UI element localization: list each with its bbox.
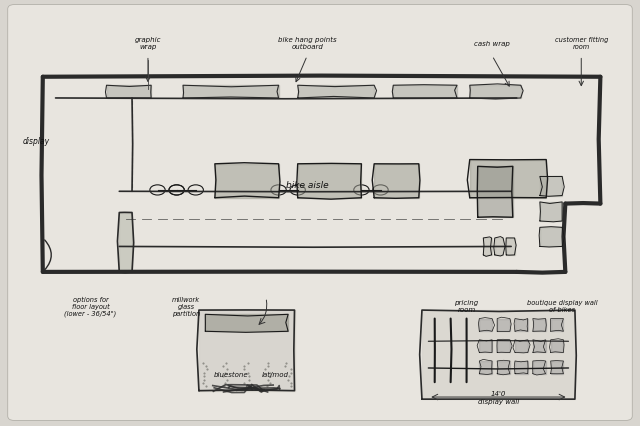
Polygon shape xyxy=(479,340,492,353)
Polygon shape xyxy=(215,164,278,198)
Polygon shape xyxy=(497,319,510,331)
Polygon shape xyxy=(479,361,492,374)
Text: display: display xyxy=(23,137,50,146)
Polygon shape xyxy=(470,86,521,99)
Polygon shape xyxy=(533,361,545,374)
Text: bluestone: bluestone xyxy=(214,371,248,377)
Polygon shape xyxy=(540,228,562,247)
Polygon shape xyxy=(533,319,545,331)
Polygon shape xyxy=(394,86,457,99)
Polygon shape xyxy=(515,361,528,374)
Text: graphic
wrap: graphic wrap xyxy=(134,37,161,50)
Polygon shape xyxy=(422,311,575,399)
Polygon shape xyxy=(515,319,528,331)
Polygon shape xyxy=(540,202,562,222)
Text: pricing
room: pricing room xyxy=(454,299,479,313)
Polygon shape xyxy=(106,86,151,99)
Polygon shape xyxy=(550,361,563,374)
Text: customer fitting
room: customer fitting room xyxy=(555,37,608,50)
Polygon shape xyxy=(495,239,503,255)
Polygon shape xyxy=(298,86,374,99)
Polygon shape xyxy=(533,340,545,353)
Polygon shape xyxy=(550,319,563,331)
Polygon shape xyxy=(183,86,278,99)
Polygon shape xyxy=(515,340,528,353)
Polygon shape xyxy=(540,177,562,196)
Text: bike hang points
outboard: bike hang points outboard xyxy=(278,37,337,50)
Polygon shape xyxy=(506,239,515,255)
Polygon shape xyxy=(199,311,294,391)
Polygon shape xyxy=(483,239,492,255)
Text: bike aisle: bike aisle xyxy=(286,181,328,190)
Polygon shape xyxy=(497,361,510,374)
FancyBboxPatch shape xyxy=(8,6,632,420)
Polygon shape xyxy=(479,319,492,331)
Text: options for
floor layout
(lower - 36/54"): options for floor layout (lower - 36/54"… xyxy=(65,296,116,317)
Polygon shape xyxy=(119,213,132,272)
Polygon shape xyxy=(477,167,513,218)
Polygon shape xyxy=(298,164,362,198)
Text: display wall: display wall xyxy=(478,398,519,404)
Polygon shape xyxy=(205,314,288,331)
Text: boutique display wall
of bikes: boutique display wall of bikes xyxy=(527,299,598,313)
Polygon shape xyxy=(470,160,546,198)
Polygon shape xyxy=(374,164,419,198)
Text: cash wrap: cash wrap xyxy=(474,41,510,47)
Text: millwork
glass
partition: millwork glass partition xyxy=(172,296,200,316)
Polygon shape xyxy=(550,340,563,353)
Text: lat/mod: lat/mod xyxy=(262,371,289,377)
Text: 14'0: 14'0 xyxy=(491,390,506,396)
Polygon shape xyxy=(497,340,510,353)
